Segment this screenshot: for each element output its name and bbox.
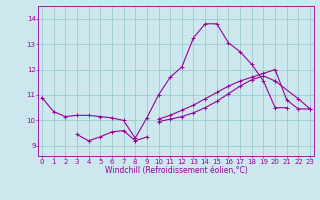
X-axis label: Windchill (Refroidissement éolien,°C): Windchill (Refroidissement éolien,°C) bbox=[105, 166, 247, 175]
